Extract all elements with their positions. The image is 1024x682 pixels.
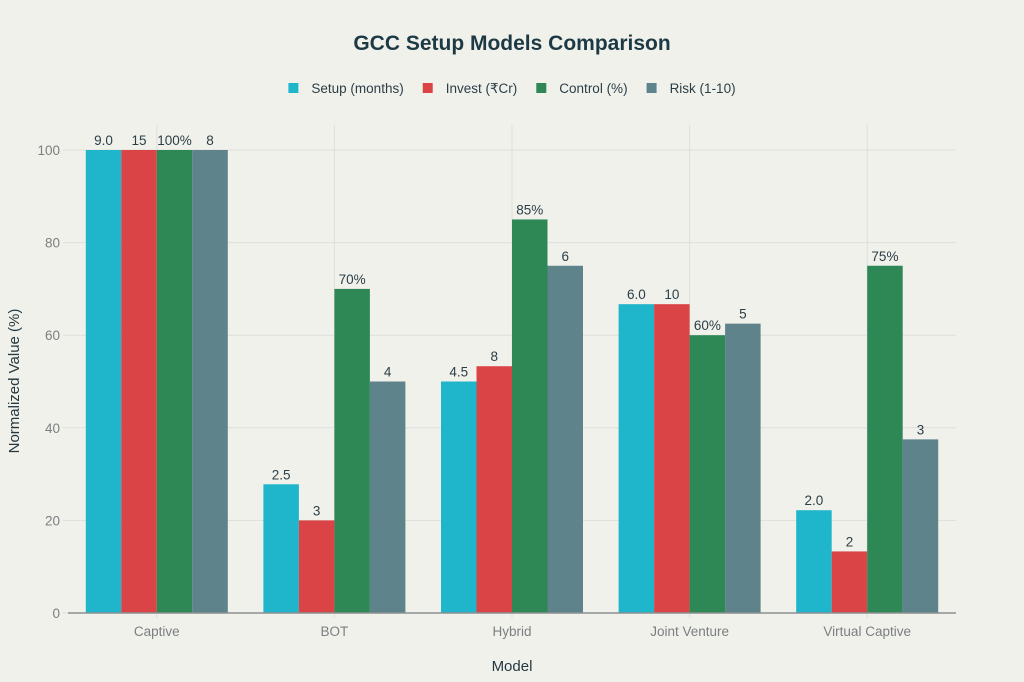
bar bbox=[689, 335, 726, 613]
legend-label: Control (%) bbox=[559, 81, 627, 96]
data-label: 3 bbox=[917, 422, 925, 437]
x-tick-label: Joint Venture bbox=[650, 624, 729, 639]
y-tick-label: 60 bbox=[45, 328, 60, 343]
bar bbox=[476, 366, 512, 613]
bar bbox=[334, 288, 370, 613]
bar bbox=[369, 381, 406, 613]
data-labels: 9.0 15 100% 8 2.5 3 70% 4 4.5 8 85% 6 6.0 10 60% 5 2.0 2 7… bbox=[94, 133, 924, 549]
legend-label: Risk (1-10) bbox=[670, 81, 736, 96]
data-label: 2 bbox=[846, 534, 854, 549]
bar bbox=[192, 150, 228, 613]
y-axis-ticks: 0 20 40 60 80 100 bbox=[37, 143, 68, 621]
y-tick-label: 100 bbox=[37, 143, 60, 158]
bar bbox=[441, 381, 477, 613]
y-tick-label: 40 bbox=[45, 421, 60, 436]
bar bbox=[85, 150, 122, 613]
legend-label: Setup (months) bbox=[311, 81, 403, 96]
x-tick-label: BOT bbox=[321, 624, 349, 639]
bar bbox=[796, 510, 832, 613]
y-tick-label: 0 bbox=[52, 606, 60, 621]
chart-title: GCC Setup Models Comparison bbox=[353, 32, 670, 55]
bars bbox=[85, 150, 939, 613]
data-label: 70% bbox=[339, 272, 366, 287]
data-label: 2.5 bbox=[272, 467, 291, 482]
data-label: 3 bbox=[313, 503, 321, 518]
bar bbox=[121, 150, 157, 613]
x-tick-label: Virtual Captive bbox=[823, 624, 911, 639]
data-label: 60% bbox=[694, 318, 721, 333]
bar bbox=[831, 551, 868, 613]
bar bbox=[156, 150, 193, 613]
data-label: 9.0 bbox=[94, 133, 113, 148]
bar bbox=[512, 219, 548, 613]
y-tick-label: 80 bbox=[45, 236, 60, 251]
data-label: 6 bbox=[561, 249, 569, 264]
data-label: 4.5 bbox=[449, 365, 468, 380]
data-label: 15 bbox=[132, 133, 147, 148]
legend-swatch bbox=[646, 83, 657, 93]
data-label: 5 bbox=[739, 307, 747, 322]
data-label: 10 bbox=[664, 287, 679, 302]
data-label: 6.0 bbox=[627, 287, 646, 302]
bar bbox=[867, 265, 903, 613]
legend-swatch bbox=[422, 83, 433, 93]
bar bbox=[298, 520, 335, 613]
x-axis-title: Model bbox=[492, 658, 533, 675]
data-label: 2.0 bbox=[805, 493, 824, 508]
y-axis-title: Normalized Value (%) bbox=[6, 309, 23, 454]
data-label: 85% bbox=[516, 202, 543, 217]
data-label: 75% bbox=[871, 249, 898, 264]
data-label: 8 bbox=[490, 349, 498, 364]
data-label: 100% bbox=[157, 133, 192, 148]
bar bbox=[725, 323, 761, 613]
bar bbox=[263, 484, 299, 613]
bar bbox=[547, 265, 583, 613]
data-label: 4 bbox=[384, 365, 392, 380]
x-tick-label: Hybrid bbox=[492, 624, 531, 639]
legend-label: Invest (₹Cr) bbox=[446, 81, 518, 96]
legend: Setup (months) Invest (₹Cr) Control (%) Ris… bbox=[288, 81, 736, 96]
data-label: 8 bbox=[206, 133, 214, 148]
x-axis-ticks: Captive BOT Hybrid Joint Venture Virtual Cap… bbox=[134, 613, 911, 639]
legend-swatch bbox=[288, 83, 299, 93]
x-tick-label: Captive bbox=[134, 624, 180, 639]
y-tick-label: 20 bbox=[45, 513, 60, 528]
legend-swatch bbox=[536, 83, 547, 93]
bar bbox=[902, 439, 939, 613]
bar bbox=[654, 304, 690, 613]
bar bbox=[618, 304, 655, 613]
